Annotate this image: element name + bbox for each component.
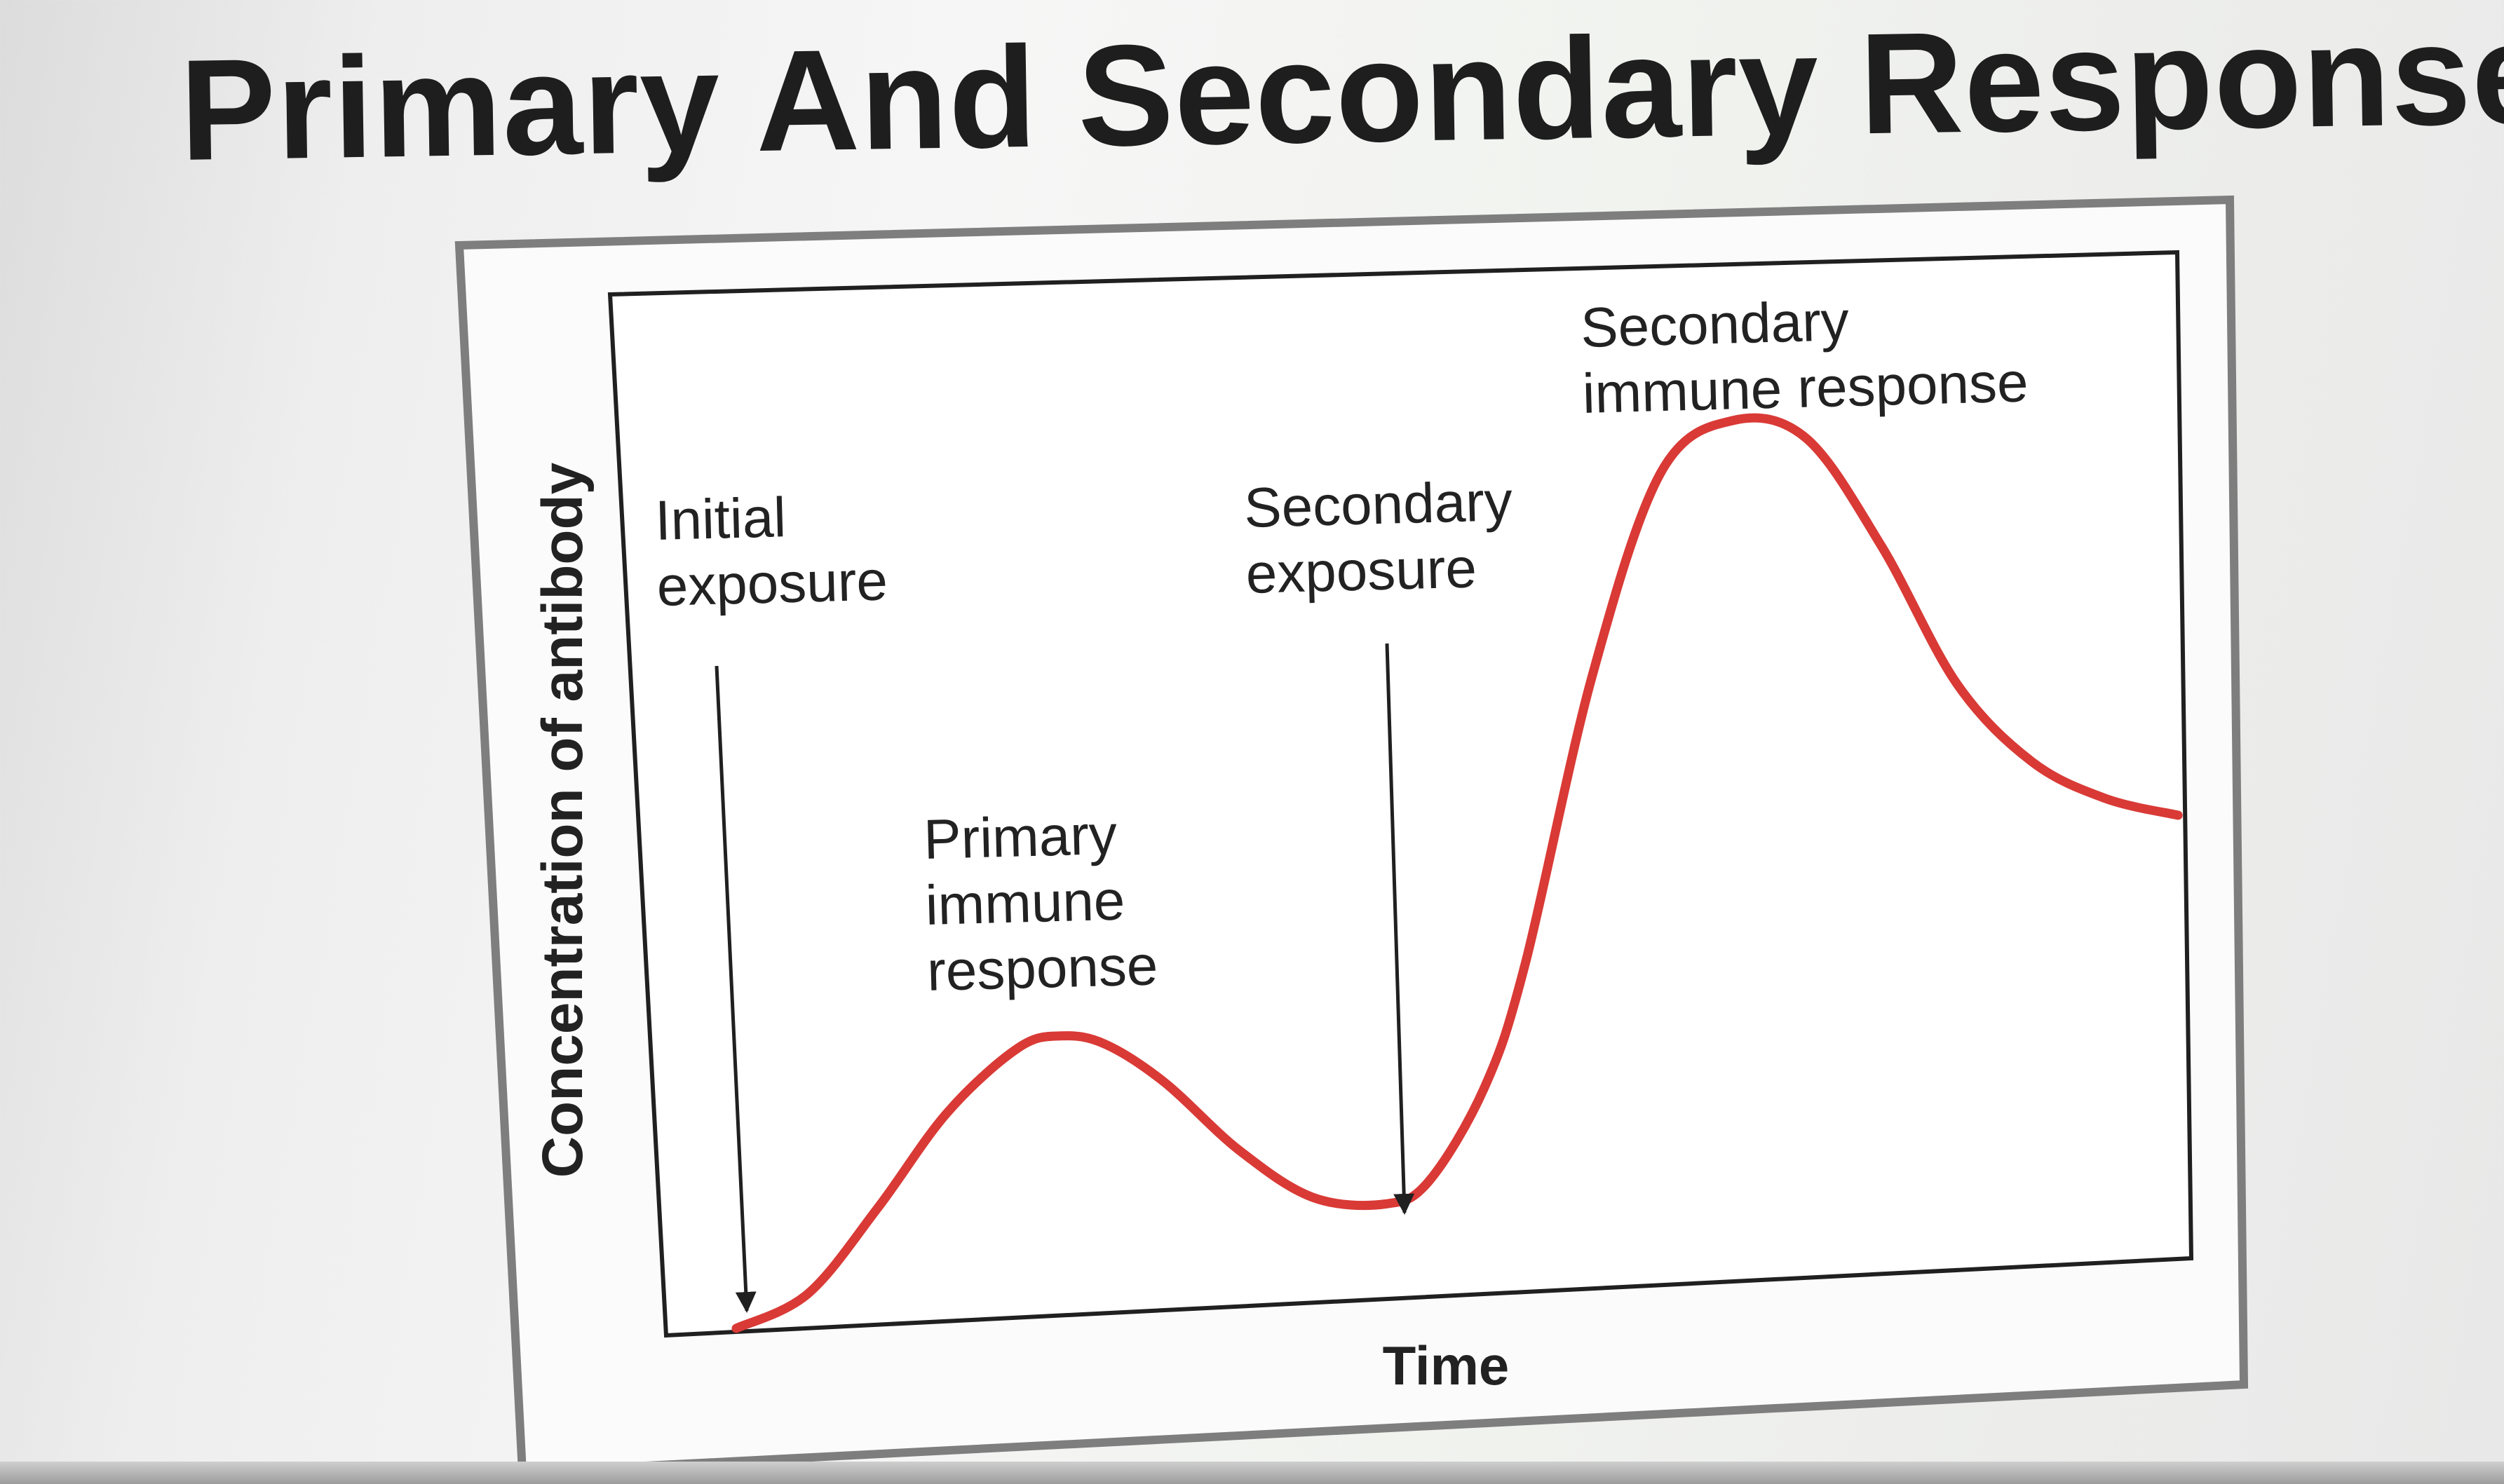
- initial-exposure-arrow: [715, 665, 757, 1313]
- curve-layer: [731, 413, 2183, 1333]
- antibody-concentration-line: [731, 413, 2183, 1333]
- annotation-secondary-exposure: Secondaryexposure: [1243, 470, 1515, 605]
- y-axis-label: Concentration of antibody: [531, 462, 595, 1178]
- screen-bezel-edge: [0, 1462, 2504, 1484]
- annotation-initial-exposure: Initialexposure: [654, 483, 888, 618]
- secondary-exposure-arrow: [1385, 643, 1415, 1215]
- plot-area: [607, 250, 2194, 1338]
- x-axis-label: Time: [1383, 1335, 1510, 1396]
- annotation-secondary-response: Secondaryimmune response: [1580, 285, 2029, 425]
- annotation-primary-response: Primaryimmuneresponse: [923, 802, 1158, 1002]
